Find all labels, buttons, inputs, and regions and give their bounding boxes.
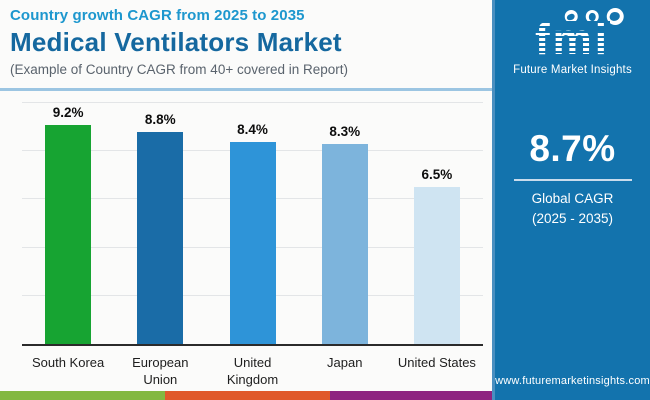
bar-united-states [413,187,460,344]
bar-value-label: 8.4% [237,121,268,137]
bar-group: 6.5% [391,105,483,344]
bar-group: 8.3% [299,105,391,344]
bar-european-union [137,131,184,344]
bar-japan [321,143,368,344]
bar-value-label: 6.5% [421,167,453,183]
stripe-segment [0,391,165,400]
header: Country growth CAGR from 2025 to 2035 Me… [10,7,488,77]
category-label: European Union [132,355,189,387]
gridline [22,102,483,103]
chart-subtitle: (Example of Country CAGR from 40+ covere… [10,62,349,77]
globe-asia-icon [606,8,624,25]
website-link[interactable]: www.futuremarketinsights.com [495,375,650,387]
chart-eyebrow: Country growth CAGR from 2025 to 2035 [10,7,305,24]
bar-value-label: 8.3% [329,123,361,139]
page-title: Medical Ventilators Market [10,27,342,57]
category-label: Japan [327,355,363,370]
logo-caption: Future Market Insights [513,64,632,76]
fmi-logo: fmi Future Market Insights [508,6,638,76]
stat-label-line2: (2025 - 2035) [531,211,614,227]
bar-group: 8.4% [206,105,298,344]
stripe-segment [165,391,330,400]
bar-group: 8.8% [114,105,206,344]
stat-value: 8.7% [529,128,616,169]
stat-label: Global CAGR (2025 - 2035) [514,189,632,230]
header-divider [0,88,492,91]
logo-wordmark: fmi [535,15,610,64]
category-label: United Kingdom [226,355,279,387]
category-axis-labels: South Korea European Union United Kingdom J… [22,355,483,389]
category-label: United States [397,355,476,370]
bar-united-kingdom [229,141,276,344]
bar-chart-plot: 9.2% 8.8% 8.4% 8.3% 6.5% [22,102,483,346]
stat-divider [513,179,632,181]
global-cagr-stat: 8.7% Global CAGR (2025 - 2035) [513,128,632,230]
bar-value-label: 9.2% [52,105,84,120]
category-label: South Korea [31,355,105,370]
bar-slots: 9.2% 8.8% 8.4% 8.3% 6.5% [22,105,483,344]
stat-label-line1: Global CAGR [531,191,614,206]
stripe-segment [330,391,492,400]
bar-south-korea [45,125,92,344]
brand-sidebar: fmi Future Market Insights 8.7% Global C… [492,0,650,400]
bar-value-label: 8.8% [144,111,176,127]
footer-color-stripe [0,391,492,400]
bar-group: 9.2% [22,105,114,344]
